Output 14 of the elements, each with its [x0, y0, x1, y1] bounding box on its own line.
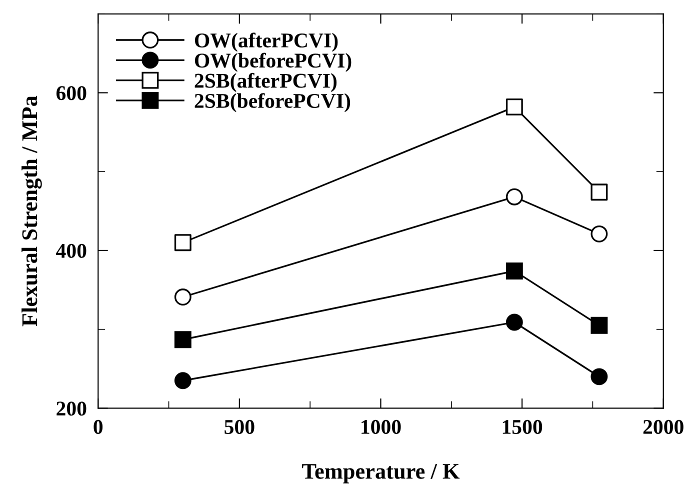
- y-tick-label: 200: [56, 402, 86, 416]
- x-axis-title: Temperature / K: [302, 464, 460, 484]
- x-tick-label: 0: [94, 420, 103, 434]
- y-tick-label: 600: [56, 86, 86, 100]
- x-tick-label: 1500: [502, 420, 542, 434]
- y-tick-label: 400: [56, 244, 86, 258]
- legend-label: OW(beforePCVI): [194, 52, 352, 72]
- legend-label: 2SB(afterPCVI): [194, 72, 337, 92]
- legend-label: OW(afterPCVI): [194, 32, 338, 52]
- x-tick-label: 500: [224, 420, 254, 434]
- legend-label: 2SB(beforePCVI): [194, 93, 350, 112]
- y-axis-title: Flexural Strength / MPa: [22, 96, 42, 326]
- x-tick-label: 1000: [362, 420, 401, 434]
- x-tick-label: 2000: [643, 420, 684, 434]
